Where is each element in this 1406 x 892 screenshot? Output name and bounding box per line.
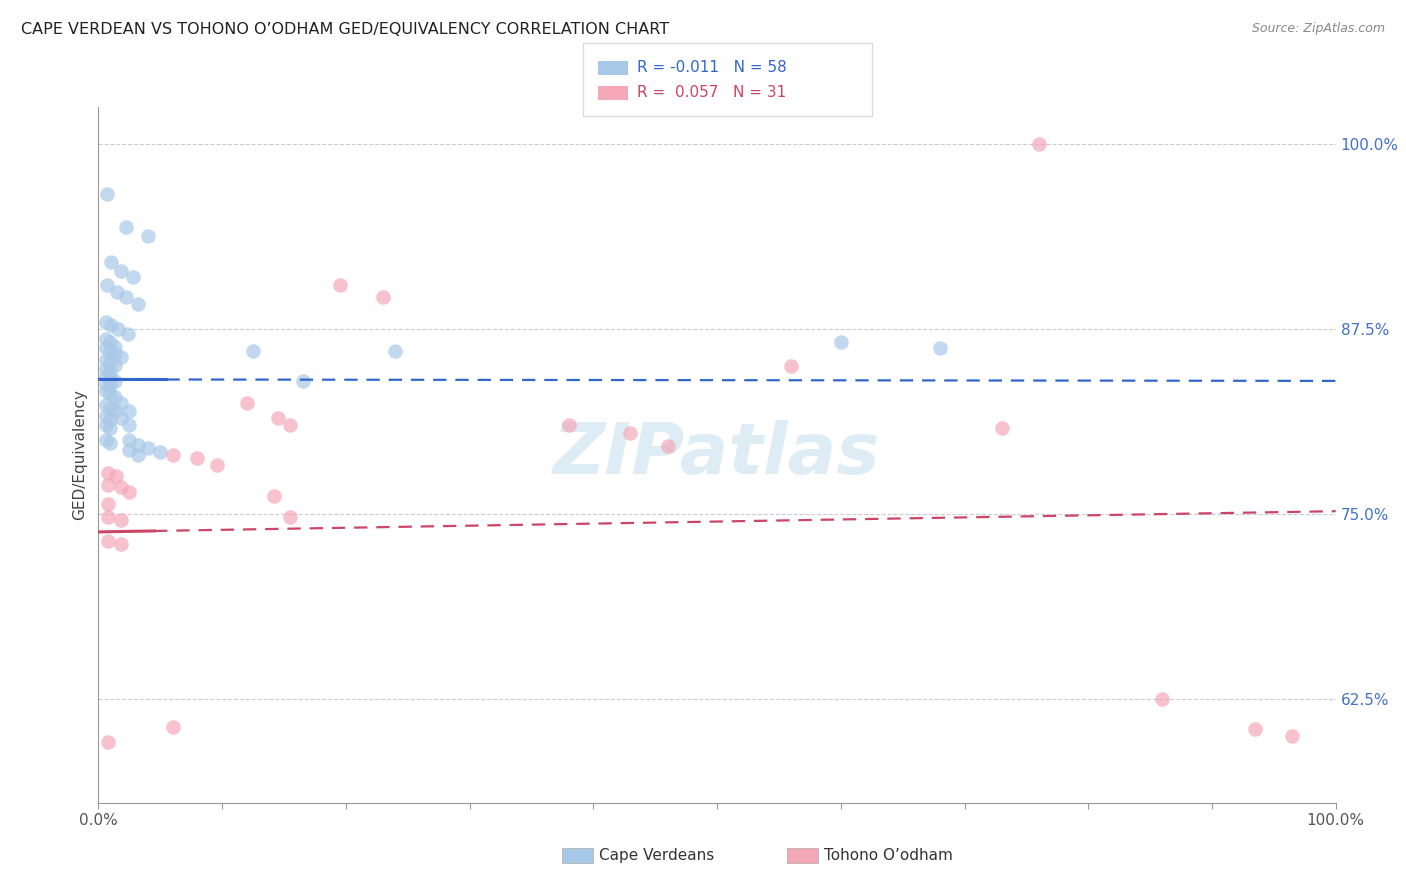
Point [236,396,259,410]
Point [94,384,117,399]
Point [98,436,121,450]
Point [291,374,314,388]
Point [110,396,132,410]
Point [127,437,149,451]
Y-axis label: GED/Equivalency: GED/Equivalency [72,390,87,520]
Point [97,497,120,511]
Point [149,445,172,459]
Point [103,340,125,354]
Point [110,264,132,278]
Point [97,510,120,524]
Text: R = -0.011   N = 58: R = -0.011 N = 58 [637,61,787,75]
Point [110,411,132,425]
Point [1244,722,1267,736]
Point [110,481,132,495]
Point [118,403,141,417]
Point [98,354,121,368]
Point [98,421,121,435]
Point [103,390,125,404]
Point [263,489,285,503]
Point [94,333,117,347]
Point [98,344,121,359]
Point [114,289,136,303]
Point [100,255,122,269]
Point [619,425,641,440]
Point [98,412,121,426]
Point [110,513,132,527]
Point [136,441,159,455]
Point [118,484,141,499]
Point [1028,136,1050,151]
Point [103,403,125,417]
Point [371,289,394,303]
Point [98,335,121,350]
Point [94,315,117,329]
Point [98,365,121,379]
Point [94,342,117,356]
Point [94,362,117,376]
Point [107,322,129,336]
Point [329,277,352,292]
Point [127,297,149,311]
Point [657,439,679,453]
Point [110,350,132,364]
Point [110,537,132,551]
Point [136,228,159,243]
Point [103,358,125,372]
Point [104,468,127,483]
Point [242,344,264,359]
Point [117,326,139,341]
Point [94,418,117,433]
Point [118,418,141,433]
Point [103,374,125,388]
Point [105,285,128,299]
Point [94,369,117,384]
Text: Cape Verdeans: Cape Verdeans [599,848,714,863]
Point [103,347,125,361]
Point [118,433,141,447]
Point [98,378,121,392]
Point [96,277,118,292]
Point [780,359,803,373]
Text: CAPE VERDEAN VS TOHONO O’ODHAM GED/EQUIVALENCY CORRELATION CHART: CAPE VERDEAN VS TOHONO O’ODHAM GED/EQUIV… [21,22,669,37]
Point [114,219,136,234]
Point [97,533,120,548]
Point [205,458,228,473]
Point [1152,692,1174,706]
Text: R =  0.057   N = 31: R = 0.057 N = 31 [637,86,786,100]
Point [97,735,120,749]
Point [267,411,290,425]
Point [830,335,852,350]
Text: ZIPatlas: ZIPatlas [554,420,880,490]
Point [122,270,145,285]
Point [928,342,950,356]
Point [94,398,117,412]
Point [94,433,117,447]
Point [98,387,121,401]
Point [162,448,184,462]
Point [557,418,579,433]
Point [384,344,406,359]
Point [186,450,208,465]
Point [97,477,120,491]
Text: Source: ZipAtlas.com: Source: ZipAtlas.com [1251,22,1385,36]
Point [990,421,1012,435]
Point [94,353,117,368]
Point [162,720,184,734]
Point [94,376,117,391]
Text: Tohono O’odham: Tohono O’odham [824,848,953,863]
Point [278,418,301,433]
Point [127,448,149,462]
Point [97,466,120,480]
Point [98,371,121,385]
Point [100,318,122,332]
Point [94,409,117,424]
Point [96,187,118,202]
Point [118,443,141,458]
Point [98,401,121,415]
Point [278,510,301,524]
Point [1281,729,1303,743]
